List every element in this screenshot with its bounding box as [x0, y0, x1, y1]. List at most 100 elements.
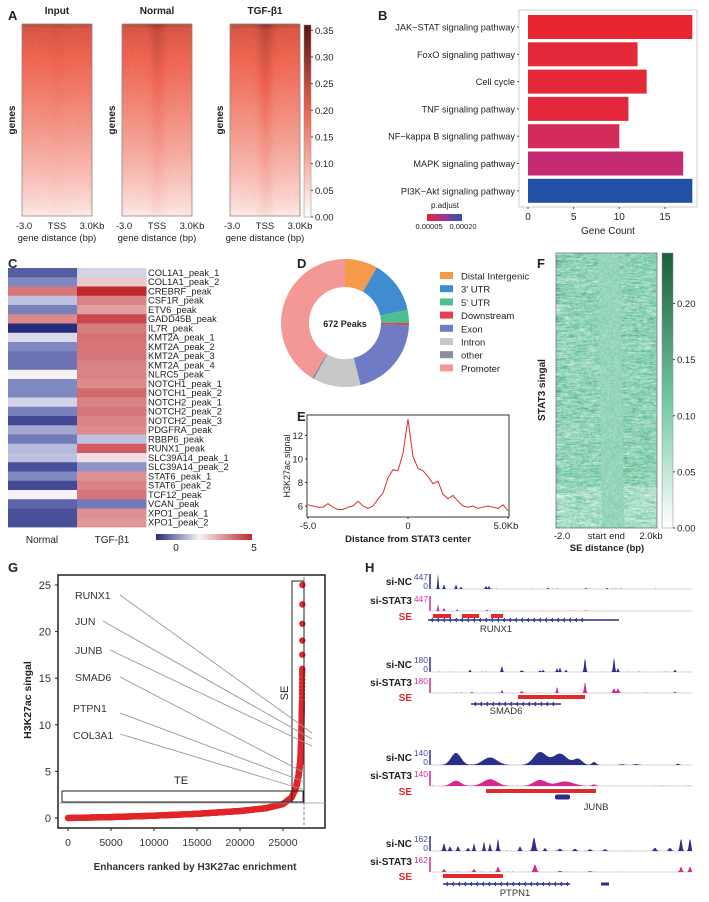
legend-swatch — [440, 298, 453, 306]
annotation-leader-line — [102, 620, 313, 740]
gene-name-label: PTPN1 — [500, 888, 531, 899]
strand-arrow-icon — [562, 617, 566, 623]
legend-label: other — [461, 351, 483, 362]
heatmap-cell — [77, 434, 147, 445]
strand-arrow-icon — [505, 881, 509, 887]
strand-arrow-icon — [526, 617, 530, 623]
heatmap-cell — [77, 406, 147, 417]
strand-arrow-icon — [535, 881, 539, 887]
enhancer-point — [299, 620, 306, 627]
annotation-leader-line — [119, 594, 313, 734]
heatmap-cell — [8, 406, 78, 417]
x-axis-label: SE distance (bp) — [570, 543, 644, 554]
enhancer-point — [299, 601, 306, 608]
heatmap-column-label: TGF-β1 — [95, 535, 130, 546]
strand-arrow-icon — [556, 617, 560, 623]
profile-heatmap-1 — [122, 24, 192, 216]
strand-arrow-icon — [473, 701, 477, 707]
heatmap-cell — [77, 305, 147, 315]
bar-category-label: NF−kappa B signaling pathway — [388, 132, 515, 142]
legend-label: 3' UTR — [461, 285, 490, 296]
y-tick-label: 8 — [298, 478, 303, 489]
colorbar-tick-label: 5 — [251, 543, 257, 554]
track-label-si-stat3: si-STAT3 — [370, 678, 412, 689]
heatmap-cell — [77, 443, 147, 454]
strand-arrow-icon — [533, 701, 537, 707]
strand-arrow-icon — [436, 617, 440, 623]
strand-arrow-icon — [568, 617, 572, 623]
heatmap-cell — [8, 453, 78, 463]
colorbar-tick-label: 0.15 — [315, 133, 334, 144]
enhancer-point — [299, 581, 306, 589]
heatmap-cell — [77, 397, 147, 408]
x-tick-label: -2.0 — [554, 531, 570, 542]
heatmap-frame — [21, 23, 93, 217]
y-tick-label: 25 — [39, 580, 51, 592]
strand-arrow-icon — [491, 701, 495, 707]
strand-arrow-icon — [463, 881, 467, 887]
si-nc-signal-track — [431, 658, 692, 672]
heatmap-cell — [8, 397, 78, 408]
strand-arrow-icon — [515, 701, 519, 707]
x-tick-label: 15 — [659, 212, 671, 223]
se-box — [291, 580, 305, 803]
enhancer-point — [299, 665, 306, 673]
strand-arrow-icon — [469, 881, 473, 887]
strand-arrow-icon — [574, 617, 578, 623]
track-scale-max: 180 — [414, 676, 428, 686]
track-label-si-stat3: si-STAT3 — [370, 596, 412, 607]
strand-arrow-icon — [497, 701, 501, 707]
super-enhancer-bar — [518, 695, 585, 699]
heatmap-row-label: ETV6_peak — [148, 305, 197, 315]
track-label-si-nc: si-NC — [386, 839, 412, 850]
profile-heatmap-0 — [22, 24, 92, 216]
strand-arrow-icon — [481, 881, 485, 887]
heatmap-cell — [77, 295, 147, 306]
pie-slice-4 — [353, 324, 409, 386]
heatmap-row-label: RUNX1_peak — [148, 444, 205, 454]
heatmap-cell — [77, 277, 147, 287]
track-scale-max: 162 — [414, 834, 428, 844]
si-stat3-signal-track — [431, 864, 692, 872]
heatmap-row-label: NOTCH2_peak_1 — [148, 397, 222, 407]
legend-label: Exon — [461, 324, 483, 335]
bar-category-label: JAK−STAT signaling pathway — [395, 23, 515, 33]
si-stat3-signal-track — [431, 604, 692, 611]
strand-arrow-icon — [551, 701, 555, 707]
y-tick-label: 10 — [292, 455, 303, 466]
x-tick-label: 5.0Kb — [494, 521, 519, 532]
x-tick-label: 0 — [405, 521, 410, 532]
colorbar-c — [156, 534, 252, 540]
y-tick-label: 5 — [45, 766, 51, 778]
heatmap-cell — [77, 369, 147, 380]
strand-arrow-icon — [499, 881, 503, 887]
super-enhancer-bar — [486, 789, 596, 793]
track-scale-max: 162 — [414, 855, 428, 865]
y-axis-label: H3K27ac signal — [282, 434, 292, 497]
y-tick-label: 20 — [39, 627, 51, 639]
strand-arrow-icon — [580, 617, 584, 623]
heatmap-row-label: STAT6_peak_1 — [148, 471, 211, 481]
heatmap-cell — [77, 517, 147, 528]
x-tick-label: -3.0 — [116, 221, 132, 232]
x-tick-label: -3.0 — [224, 221, 240, 232]
panel-label-g: G — [8, 560, 18, 575]
heatmap-cell — [77, 388, 147, 398]
x-tick-label: 10 — [614, 212, 626, 223]
track-label-si-stat3: si-STAT3 — [370, 771, 412, 782]
strand-arrow-icon — [485, 701, 489, 707]
heatmap-cell — [8, 323, 78, 334]
te-box — [61, 790, 304, 803]
y-axis-label: genes — [107, 105, 118, 134]
heatmap-row-label: CREBRF_peak — [148, 286, 212, 296]
pie-slice-3 — [380, 323, 409, 326]
si-stat3-signal-track — [431, 682, 692, 693]
gene-exon — [601, 882, 609, 886]
colorbar-f — [661, 252, 674, 529]
y-tick-label: 12 — [292, 431, 303, 442]
strand-arrow-icon — [509, 701, 513, 707]
heatmap-cell — [8, 471, 78, 482]
track-label-si-nc: si-NC — [386, 577, 412, 588]
heatmap-cell — [77, 499, 147, 509]
strand-arrow-icon — [472, 617, 476, 623]
